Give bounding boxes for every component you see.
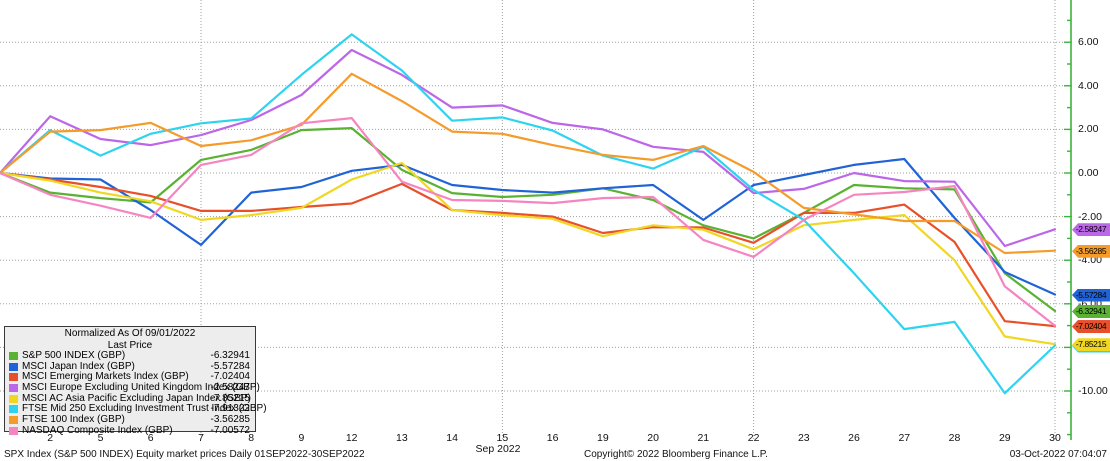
series-line — [0, 127, 1057, 313]
legend-series-name: S&P 500 INDEX (GBP) — [22, 350, 126, 361]
legend-row[interactable]: MSCI Japan Index (GBP) -5.57284 — [5, 360, 255, 373]
series-line — [0, 33, 1057, 395]
legend-series-name: MSCI Europe Excluding United Kingdom Ind… — [22, 382, 260, 394]
legend-series-name: MSCI Japan Index (GBP) — [22, 360, 135, 372]
series-line — [0, 48, 1057, 248]
x-axis-label: 8 — [248, 432, 255, 444]
x-axis-label: 19 — [597, 432, 609, 444]
legend-series-value: -3.56285 — [210, 414, 250, 426]
last-price-badge: -6.32941 — [1072, 305, 1110, 318]
legend-series-name: FTSE Mid 250 Excluding Investment Trust … — [22, 403, 267, 415]
copyright-text: Copyright© 2022 Bloomberg Finance L.P. — [584, 449, 768, 460]
series-line — [0, 161, 1057, 346]
legend-series-name: MSCI Emerging Markets Index (GBP) — [22, 371, 189, 383]
x-axis-label: 22 — [747, 432, 760, 444]
legend-swatch-icon — [9, 384, 18, 393]
timestamp: 03-Oct-2022 07:04:07 — [1009, 449, 1107, 460]
series-line — [0, 116, 1057, 327]
last-price-badge: -2.58247 — [1072, 223, 1110, 237]
chart-legend[interactable]: Normalized As Of 09/01/2022 Last Price S… — [4, 326, 267, 436]
legend-swatch-icon — [9, 426, 18, 435]
legend-series-value: -5.57284 — [210, 360, 250, 372]
x-axis-label: 27 — [898, 432, 911, 444]
x-axis-label: 16 — [546, 432, 559, 444]
series-line — [0, 157, 1057, 296]
legend-series-value: -7.85215 — [210, 392, 250, 404]
x-axis-label: 28 — [948, 432, 961, 444]
legend-title: Normalized As Of 09/01/2022 — [64, 328, 196, 339]
last-price-badge: -7.85215 — [1072, 338, 1110, 352]
x-axis-label: 21 — [697, 432, 710, 444]
legend-swatch-icon — [9, 394, 18, 403]
legend-rows: S&P 500 INDEX (GBP) -6.32941 MSCI Japan In… — [5, 350, 267, 437]
x-axis-label: 13 — [396, 432, 408, 444]
series-line — [0, 171, 1057, 328]
legend-series-value: -7.91322 — [210, 403, 250, 415]
x-axis-label: 12 — [345, 432, 358, 444]
x-axis-label: 20 — [647, 432, 659, 444]
x-axis-label: 7 — [198, 432, 204, 444]
legend-series-value: -2.58247 — [210, 382, 250, 394]
x-axis-label: 23 — [797, 432, 810, 444]
legend-subtitle: Last Price — [107, 340, 153, 351]
y-axis-label: 4.00 — [1078, 79, 1099, 92]
y-axis-label: 0.00 — [1078, 167, 1099, 179]
x-axis-label: 9 — [298, 432, 305, 444]
legend-swatch-icon — [9, 373, 18, 382]
legend-swatch-icon — [9, 416, 18, 425]
x-axis-label: 14 — [446, 432, 458, 444]
legend-row[interactable]: MSCI AC Asia Pacific Excluding Japan Ind… — [5, 392, 255, 405]
legend-row[interactable]: FTSE Mid 250 Excluding Investment Trust … — [5, 403, 267, 415]
legend-series-name: NASDAQ Composite Index (GBP) — [22, 424, 173, 436]
legend-series-name: MSCI AC Asia Pacific Excluding Japan Ind… — [22, 392, 251, 404]
legend-swatch-icon — [9, 362, 18, 371]
legend-series-value: -7.00572 — [210, 424, 250, 436]
series-line — [0, 72, 1057, 255]
legend-row[interactable]: MSCI Emerging Markets Index (GBP) -7.0240… — [5, 372, 255, 383]
y-axis-label: -2.00 — [1078, 210, 1102, 223]
x-axis-label: 6 — [147, 432, 154, 444]
y-axis-label: 6.00 — [1078, 36, 1099, 49]
security-description: SPX Index (S&P 500 INDEX) Equity market … — [4, 449, 365, 460]
x-axis-label: 29 — [998, 432, 1011, 444]
x-axis-label: 15 — [496, 432, 509, 444]
legend-row[interactable]: NASDAQ Composite Index (GBP) -7.00572 — [5, 424, 255, 437]
last-price-badge: -5.57284 — [1072, 288, 1110, 302]
legend-series-value: -7.02404 — [210, 371, 250, 383]
x-axis-label: 5 — [97, 432, 104, 444]
legend-swatch-icon — [9, 352, 18, 360]
status-bar: SPX Index (S&P 500 INDEX) Equity market … — [0, 449, 1110, 461]
legend-series-value: -6.32941 — [210, 350, 250, 361]
price-chart-plot — [0, 0, 1072, 440]
last-price-badge: -3.56285 — [1072, 244, 1110, 258]
x-axis-label: 30 — [1049, 432, 1061, 444]
legend-series-name: FTSE 100 Index (GBP) — [22, 414, 125, 426]
x-axis-label: 26 — [848, 432, 860, 444]
legend-swatch-icon — [9, 405, 18, 414]
legend-row[interactable]: FTSE 100 Index (GBP) -3.56285 — [5, 414, 255, 426]
y-axis-label: -10.00 — [1078, 385, 1108, 397]
legend-row[interactable]: MSCI Europe Excluding United Kingdom Ind… — [5, 382, 260, 394]
y-axis-label: 2.00 — [1078, 123, 1099, 136]
last-price-badge: -7.02404 — [1072, 320, 1110, 334]
x-axis-month-label: Sep 2022 — [475, 443, 521, 455]
x-axis-label: 2 — [47, 432, 54, 444]
legend-row[interactable]: S&P 500 INDEX (GBP) -6.32941 — [5, 350, 255, 362]
